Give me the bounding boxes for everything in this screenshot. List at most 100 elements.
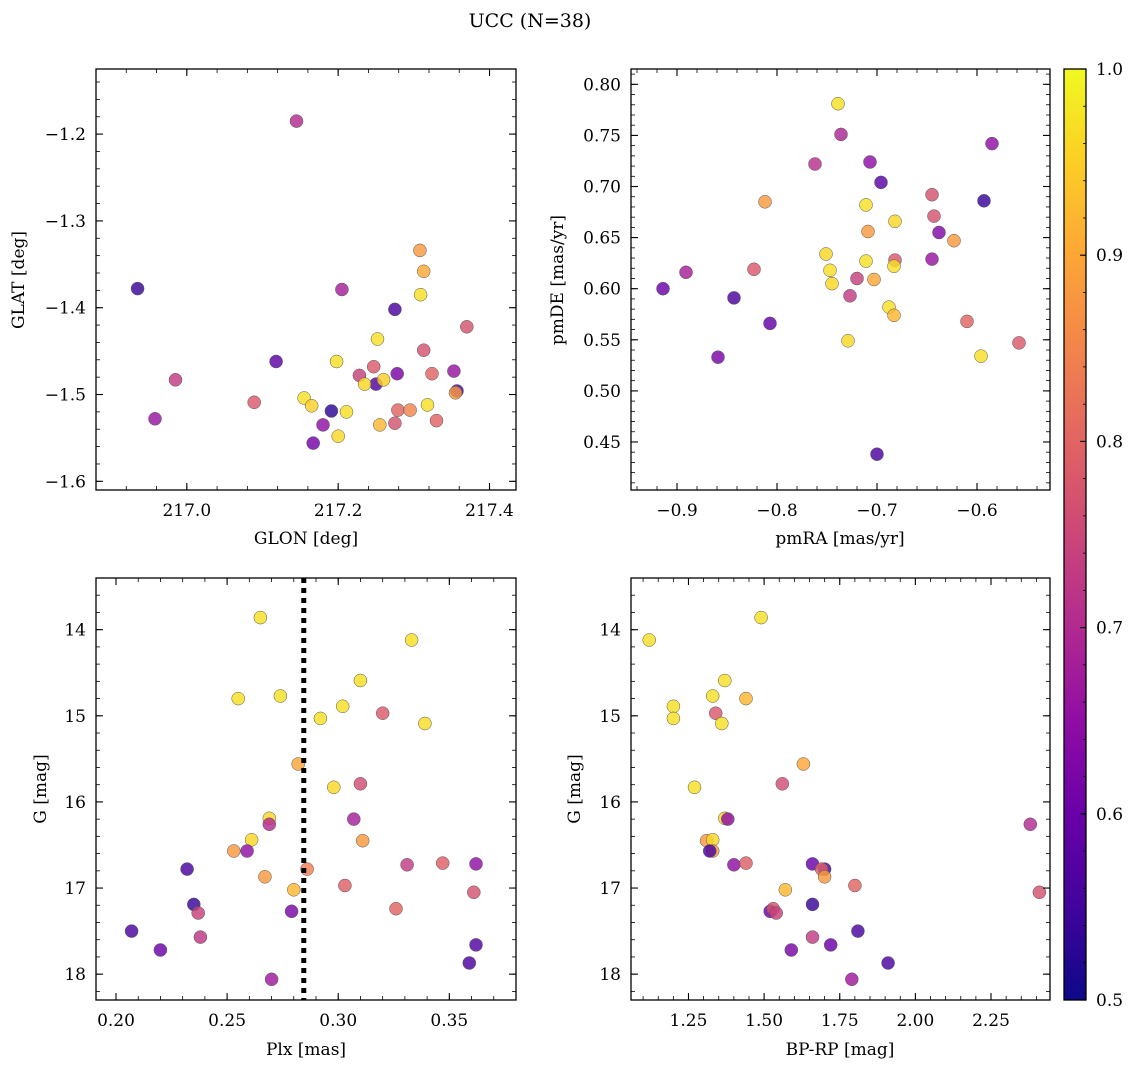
y-tick-label-plx_g: 18 [64, 965, 86, 985]
y-tick-label-pmra_pmde: 0.65 [583, 229, 621, 249]
x-tick-label-glon_glat: 217.4 [465, 501, 514, 521]
plot-area-glon-glat [96, 69, 516, 490]
y-axis-label-plx-g: G [mag] [31, 754, 51, 823]
data-point-pmra_pmde-25 [867, 272, 881, 287]
data-point-glon_glat-7 [460, 320, 474, 334]
data-point-glon_glat-19 [425, 366, 439, 381]
data-point-glon_glat-14 [168, 373, 183, 387]
data-point-pmra_pmde-10 [927, 209, 941, 223]
data-point-plx_g-6 [313, 711, 328, 726]
data-point-plx_g-16 [227, 844, 241, 858]
x-tick-label-pmra_pmde: −0.8 [756, 501, 797, 521]
data-point-plx_g-2 [353, 673, 368, 688]
data-point-pmra_pmde-3 [863, 155, 877, 169]
data-point-pmra_pmde-34 [841, 334, 855, 348]
data-point-plx_g-31 [191, 906, 205, 920]
data-point-pmra_pmde-36 [974, 349, 988, 363]
data-point-pmra_pmde-0 [831, 96, 845, 111]
data-point-glon_glat-29 [403, 403, 417, 417]
data-point-bprp_g-20 [739, 856, 753, 870]
data-point-plx_g-33 [124, 924, 139, 938]
colorbar-tick-label: 0.6 [1096, 805, 1123, 825]
data-point-bprp_g-28 [805, 897, 820, 912]
data-point-glon_glat-36 [331, 429, 345, 443]
data-point-bprp_g-0 [754, 610, 768, 625]
y-tick-label-bprp_g: 15 [599, 707, 621, 727]
y-tick-label-plx_g: 14 [64, 621, 86, 641]
x-tick-label-pmra_pmde: −0.7 [856, 501, 897, 521]
data-point-pmra_pmde-2 [808, 157, 822, 171]
axes-frame-pmra-pmde [630, 68, 1051, 491]
ticks-glon-glat: 217.0 217.2 217.4 −1.2 −1.3 −1.4 −1.5 −1.6 [45, 69, 516, 521]
points-pmra-pmde [656, 96, 1026, 461]
x-tick-label-plx_g: 0.30 [319, 1011, 357, 1031]
data-point-glon_glat-23 [247, 395, 261, 410]
data-point-bprp_g-31 [769, 906, 783, 920]
data-point-bprp_g-27 [1032, 885, 1047, 900]
x-tick-label-bprp_g: 2.25 [972, 1011, 1010, 1031]
ticks-pmra-pmde: −0.9 −0.8 −0.7 −0.6 0.45 0.50 0.55 0.60 0.65 0.70… [583, 69, 1050, 521]
y-tick-label-glon_glat: −1.3 [45, 212, 86, 232]
x-tick-label-glon_glat: 217.0 [162, 501, 211, 521]
data-point-pmra_pmde-14 [947, 233, 961, 248]
x-axis-label-plx-g: Plx [mas] [266, 1040, 346, 1060]
x-tick-label-plx_g: 0.35 [430, 1011, 468, 1031]
data-point-plx_g-26 [287, 883, 301, 897]
data-point-plx_g-19 [400, 858, 414, 872]
data-point-pmra_pmde-5 [874, 175, 888, 190]
data-point-plx_g-25 [338, 878, 352, 893]
data-point-glon_glat-25 [304, 399, 319, 413]
colorbar-bar [1063, 68, 1087, 1001]
y-tick-label-pmra_pmde: 0.80 [583, 75, 621, 95]
data-point-plx_g-7 [375, 706, 390, 720]
points-plx-g [124, 610, 483, 987]
data-point-plx_g-17 [262, 817, 277, 832]
panel-bprp-g: 1.25 1.50 1.75 2.00 2.25 14 15 16 17 18 BP-RP [ma… [565, 577, 1051, 1060]
data-point-glon_glat-32 [448, 386, 463, 400]
data-point-pmra_pmde-27 [843, 289, 857, 303]
axes-frame-plx-g [95, 577, 517, 1001]
data-point-pmra_pmde-23 [679, 265, 693, 280]
x-axis-label-pmra-pmde: pmRA [mas/yr] [775, 529, 904, 549]
data-point-pmra_pmde-4 [985, 136, 999, 151]
data-point-bprp_g-2 [718, 673, 732, 688]
data-point-glon_glat-27 [339, 405, 354, 419]
data-point-plx_g-10 [327, 780, 341, 795]
y-tick-label-glon_glat: −1.5 [45, 386, 86, 406]
data-point-plx_g-24 [258, 870, 272, 884]
data-point-glon_glat-2 [335, 282, 349, 297]
figure-title: UCC (N=38) [469, 10, 592, 32]
ticks-plx-g: 0.20 0.25 0.30 0.35 14 15 16 17 18 [64, 578, 516, 1031]
data-point-pmra_pmde-9 [859, 198, 873, 212]
y-tick-label-plx_g: 17 [64, 879, 86, 899]
data-point-plx_g-36 [469, 938, 483, 952]
data-point-glon_glat-4 [416, 264, 431, 279]
data-point-bprp_g-17 [702, 844, 717, 858]
y-tick-label-pmra_pmde: 0.50 [583, 382, 621, 402]
y-tick-label-bprp_g: 16 [599, 793, 621, 813]
panel-plx-g: 0.20 0.25 0.30 0.35 14 15 16 17 18 Plx [mas] G [… [31, 577, 517, 1060]
colorbar: 0.5 0.6 0.7 0.8 0.9 1.0 [1063, 60, 1123, 1011]
data-point-pmra_pmde-8 [758, 195, 772, 209]
data-point-bprp_g-6 [666, 711, 681, 726]
y-tick-label-pmra_pmde: 0.55 [583, 331, 621, 351]
data-point-bprp_g-3 [666, 699, 681, 714]
y-axis-label-pmra-pmde: pmDE [mas/yr] [548, 215, 568, 345]
data-point-glon_glat-31 [429, 413, 444, 428]
y-tick-label-pmra_pmde: 0.75 [583, 126, 621, 146]
x-tick-label-bprp_g: 1.25 [670, 1011, 708, 1031]
data-point-pmra_pmde-6 [925, 187, 939, 202]
x-axis-label-glon-glat: GLON [deg] [254, 529, 358, 549]
y-tick-label-bprp_g: 18 [599, 965, 621, 985]
data-point-glon_glat-6 [388, 302, 402, 317]
data-point-glon_glat-20 [357, 377, 372, 391]
colorbar-tick-label: 0.5 [1096, 991, 1123, 1011]
data-point-bprp_g-35 [823, 938, 838, 952]
colorbar-tick-label: 1.0 [1096, 60, 1123, 80]
data-point-glon_glat-12 [447, 364, 461, 378]
points-glon-glat [130, 114, 474, 450]
x-axis-label-bprp-g: BP-RP [mag] [786, 1040, 895, 1060]
data-point-pmra_pmde-21 [825, 276, 839, 291]
data-point-plx_g-37 [264, 972, 279, 987]
data-point-plx_g-30 [284, 904, 299, 919]
